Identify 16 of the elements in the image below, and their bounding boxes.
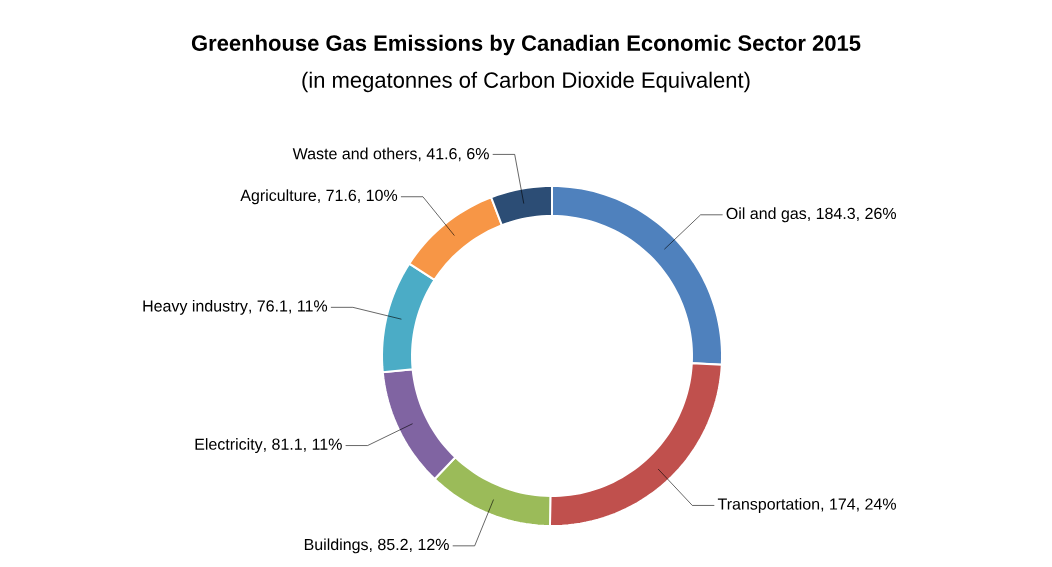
slice-label: Waste and others bbox=[292, 147, 417, 160]
data-label: , 174, 24% bbox=[821, 498, 896, 512]
data-label: , 71.6, 10% bbox=[318, 189, 398, 203]
slice-label: Electricity bbox=[195, 438, 263, 454]
chart-subtitle: (in megatonnes of Carbon Dioxide Equivalent) bbox=[302, 71, 750, 93]
data-label: , 76.1, 11% bbox=[249, 300, 328, 314]
data-label: , 184.3, 26% bbox=[808, 207, 897, 221]
slice-label: Heavy industry bbox=[143, 299, 248, 315]
data-label: , 85.2, 12% bbox=[369, 538, 449, 553]
chart-title: Greenhouse Gas Emissions by Canadian Economic Sector 2015 bbox=[191, 34, 861, 56]
slice-label: Transportation bbox=[717, 497, 820, 513]
slice-label: Buildings bbox=[304, 538, 368, 554]
slice-label: Agriculture bbox=[240, 189, 317, 205]
slice-label: Oil and gas bbox=[726, 207, 807, 223]
data-label: , 81.1, 11% bbox=[264, 438, 342, 452]
data-label: , 41.6, 6% bbox=[418, 148, 489, 162]
